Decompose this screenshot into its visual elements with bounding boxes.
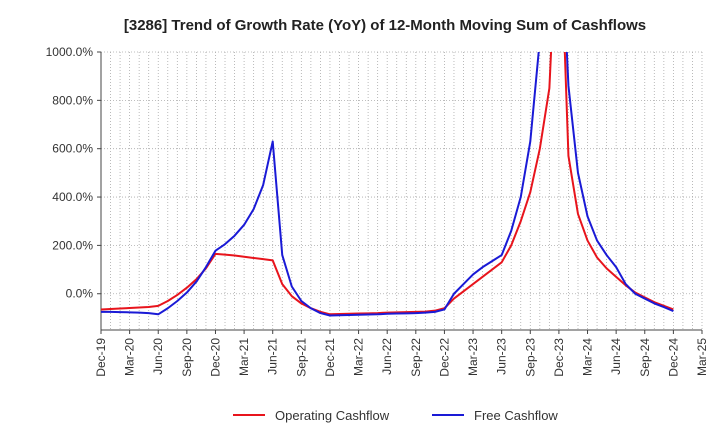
x-tick-label: Mar-20: [123, 338, 137, 376]
x-tick-label: Dec-21: [323, 338, 337, 377]
x-tick-label: Sep-22: [409, 338, 423, 377]
y-tick-label: 1000.0%: [46, 45, 94, 59]
x-tick-label: Mar-23: [466, 338, 480, 376]
axes: [97, 51, 703, 334]
x-tick-label: Dec-20: [208, 338, 222, 377]
x-tick-label: Sep-24: [638, 338, 652, 377]
x-tick-label: Jun-20: [151, 338, 165, 375]
x-tick-label: Dec-19: [94, 338, 108, 377]
series-line-free-cashflow: [101, 52, 674, 317]
y-tick-label: 800.0%: [52, 93, 93, 107]
y-tick-label: 0.0%: [66, 287, 94, 301]
x-tick-label: Mar-25: [695, 338, 709, 376]
x-tick-label: Dec-24: [666, 338, 680, 377]
x-tick-label: Mar-24: [581, 338, 595, 376]
x-tick-label: Sep-23: [523, 338, 537, 377]
y-tick-label: 600.0%: [52, 142, 93, 156]
legend-label: Operating Cashflow: [275, 408, 390, 423]
series-lines: [101, 52, 674, 317]
x-tick-label: Sep-20: [180, 338, 194, 377]
x-tick-label: Jun-23: [495, 338, 509, 375]
legend: Operating Cashflow Free Cashflow: [233, 408, 558, 423]
x-tick-label: Jun-21: [266, 338, 280, 375]
y-tick-labels: 0.0% 200.0% 400.0% 600.0% 800.0% 1000.0%: [46, 45, 94, 301]
x-tick-label: Dec-22: [437, 338, 451, 377]
legend-label: Free Cashflow: [474, 408, 558, 423]
x-tick-label: Dec-23: [552, 338, 566, 377]
x-tick-label: Jun-24: [609, 338, 623, 375]
chart-title: [3286] Trend of Growth Rate (YoY) of 12-…: [124, 17, 646, 34]
x-tick-label: Sep-21: [294, 338, 308, 377]
x-tick-labels: Dec-19 Mar-20 Jun-20 Sep-20 Dec-20 Mar-21 Jun-…: [94, 338, 709, 377]
x-tick-label: Mar-22: [352, 338, 366, 376]
x-tick-label: Mar-21: [237, 338, 251, 376]
x-tick-label: Jun-22: [380, 338, 394, 375]
series-line-operating-cashflow: [101, 52, 674, 316]
y-tick-label: 200.0%: [52, 238, 93, 252]
y-tick-label: 400.0%: [52, 190, 93, 204]
